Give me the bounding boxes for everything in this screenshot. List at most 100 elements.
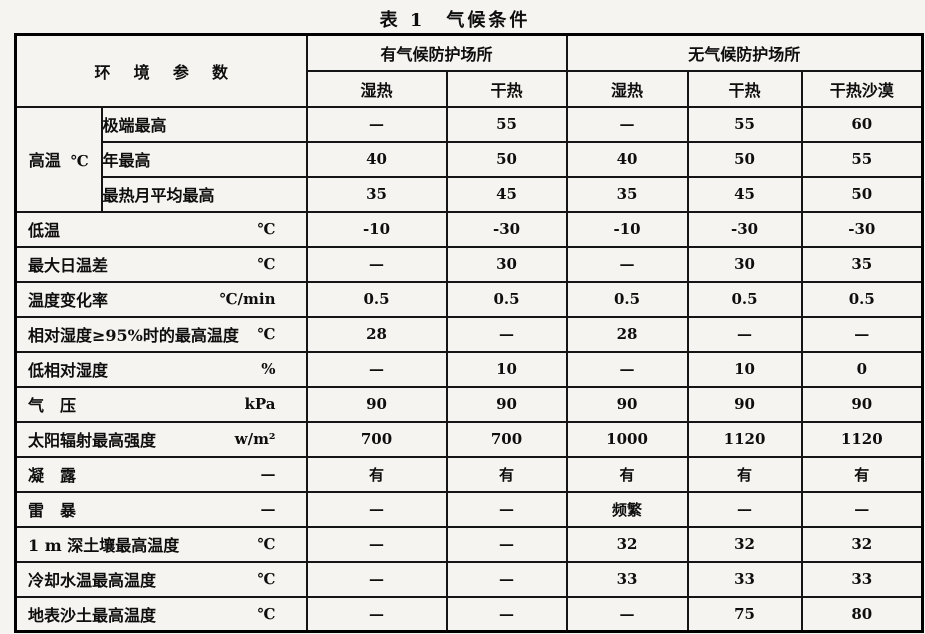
value-cell: 90 [565,385,689,423]
row-sublabel: 极端最高 [100,105,308,143]
row-label-content: 冷却水温最高温度 ℃ [18,567,305,591]
value-cell: — [445,595,568,633]
value-cell: -30 [800,210,924,248]
value-cell: 有 [565,455,689,493]
value-cell: 0.5 [686,280,803,318]
value-cell: 有 [686,455,803,493]
table-row: 温度变化率 ℃/min 0.5 0.5 0.5 0.5 0.5 [14,280,924,318]
value-cell: — [800,315,924,353]
value-cell: 1120 [686,420,803,458]
value-cell: 35 [565,175,689,213]
value-cell: 35 [305,175,448,213]
value-cell: — [305,490,448,528]
value-cell: 0 [800,350,924,388]
value-cell: 45 [445,175,568,213]
header-row-groups: 环 境 参 数 有气候防护场所 无气候防护场所 [14,33,924,108]
row-label-text: 最大日温差 [28,256,109,275]
value-cell: 50 [800,175,924,213]
table-row: 低相对湿度% —10—10 0 [14,350,924,388]
row-unit: % [261,360,276,378]
value-cell: 33 [686,560,803,598]
table-title: 表 1 气候条件 [379,10,531,31]
row-label-content: 气 压 kPa [18,392,305,416]
row-sublabel: 最热月平均最高 [100,175,308,213]
value-cell: 32 [686,525,803,563]
header-without-climate-protection: 无气候防护场所 [565,33,924,72]
table-row: 高温 ℃ 极端最高 —55—55 60 [14,105,924,213]
value-cell: 55 [445,105,568,143]
value-cell: 30 [686,245,803,283]
value-cell: 33 [565,560,689,598]
table-row: 相对湿度≥95%时的最高温度 ℃ 28—28— — [14,315,924,353]
row-label: 1 m 深土壤最高温度 ℃ [14,525,308,563]
row-label-text: 气 压 [28,396,77,415]
row-label: 冷却水温最高温度 ℃ [14,560,308,598]
value-cell: 90 [305,385,448,423]
value-cell: 有 [800,455,924,493]
row-label-text: 雷 暴 [28,501,77,520]
header-with-climate-protection: 有气候防护场所 [305,33,568,72]
table-row: 凝 露 — 有有有有有 [14,455,924,493]
value-cell: 50 [686,140,803,178]
value-cell: 有 [305,455,448,493]
value-cell: — [565,350,689,388]
value-cell: 30 [445,245,568,283]
row-label: 低相对湿度% [14,350,308,388]
value-cell: 90 [800,385,924,423]
value-cell: — [445,560,568,598]
row-label-text: 凝 露 [28,466,77,485]
value-cell: — [565,105,689,143]
row-unit: ℃ [257,570,276,588]
row-label: 低温 ℃ [14,210,308,248]
value-cell: 35 [800,245,924,283]
row-label-content: 低相对湿度% [18,357,305,381]
row-sublabel: 年最高 [100,140,308,178]
row-label-content: 低温 ℃ [18,217,305,241]
row-label-content: 凝 露 — [18,462,305,486]
value-cell: 1120 [800,420,924,458]
row-label-content: 最大日温差 ℃ [18,252,305,276]
value-cell: 55 [686,105,803,143]
value-cell: — [565,245,689,283]
value-cell: 0.5 [305,280,448,318]
value-cell: 45 [686,175,803,213]
row-label: 相对湿度≥95%时的最高温度 ℃ [14,315,308,353]
value-cell: — [305,105,448,143]
table-row: 太阳辐射最高强度 w/m² 700 700 1000 1120 1120 [14,420,924,458]
table-row: 气 压 kPa 90 90 90 90 90 [14,385,924,423]
row-label-content: 相对湿度≥95%时的最高温度 ℃ [18,322,305,346]
row-unit: ℃ [257,255,276,273]
row-label: 雷 暴 — [14,490,308,528]
value-cell: 10 [686,350,803,388]
value-cell: — [565,595,689,633]
value-cell: — [305,560,448,598]
value-cell: 0.5 [800,280,924,318]
value-cell: 0.5 [565,280,689,318]
row-unit: ℃ [257,325,276,343]
value-cell: — [445,525,568,563]
row-group-label: 高温 ℃ [14,105,103,213]
value-cell: 10 [445,350,568,388]
table-row: 年最高 40 50 40 50 55 [16,140,924,178]
value-cell: 0.5 [445,280,568,318]
value-cell: — [445,490,568,528]
header-row-subtypes: 湿热 干热 湿热 干热 干热沙漠 [16,69,924,108]
row-label-text: 相对湿度≥95%时的最高温度 [28,326,239,345]
row-label-text: 地表沙土最高温度 [28,605,157,625]
value-cell: 75 [686,595,803,633]
header-humid-heat-protected: 湿热 [305,69,448,108]
row-unit: — [260,465,276,483]
row-label: 地表沙土最高温度 ℃ [14,595,308,633]
header-humid-heat-unprotected: 湿热 [565,69,689,108]
value-cell: 80 [800,595,924,633]
value-cell: -30 [445,210,568,248]
row-group-label-text: 高温 [28,151,61,170]
row-label: 气 压 kPa [14,385,308,423]
table-row: 地表沙土最高温度 ℃ — — —75 80 [14,595,924,633]
value-cell: 700 [445,420,568,458]
value-cell: 55 [800,140,924,178]
table-row: 雷 暴 — — — 频繁 — — [14,490,924,528]
value-cell: — [305,350,448,388]
row-unit: w/m² [234,430,276,448]
